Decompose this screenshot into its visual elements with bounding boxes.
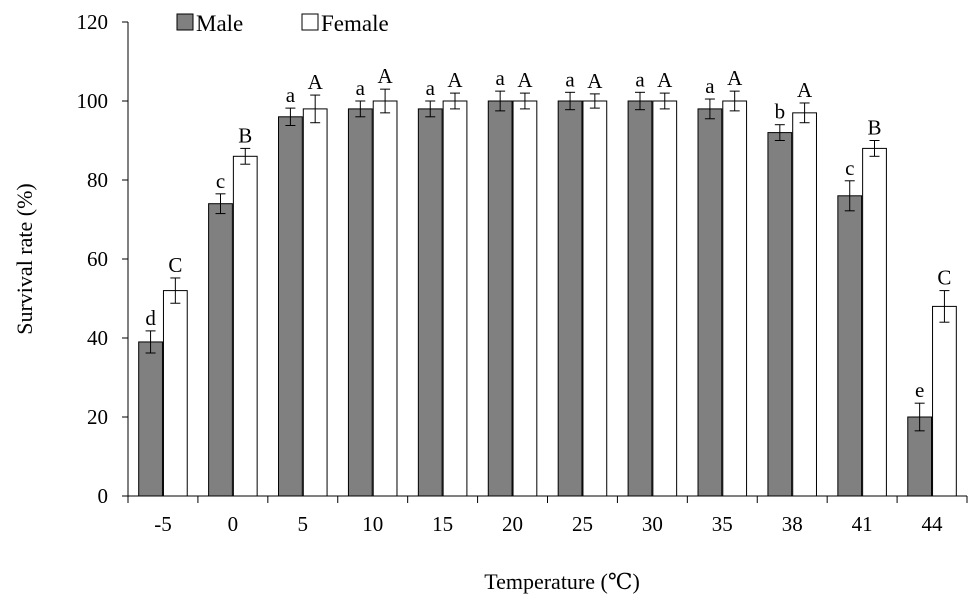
significance-label-female: C: [168, 253, 182, 277]
x-axis-ticks: -5 0 5 10 15 20 25 30 35 38 41 44: [127, 496, 968, 536]
significance-label-male: a: [426, 76, 436, 100]
y-tick-label: 40: [87, 326, 108, 350]
significance-label-male: e: [915, 378, 924, 402]
x-tick-label: 0: [228, 512, 239, 536]
y-tick-label: 20: [87, 405, 108, 429]
significance-label-female: A: [378, 64, 394, 88]
bar-female: [582, 100, 608, 497]
bar-female: [792, 112, 817, 497]
bar-male: [837, 195, 863, 497]
significance-label-female: A: [517, 68, 533, 92]
significance-label-male: a: [705, 74, 715, 98]
bar-female: [162, 290, 188, 497]
x-tick-label: 30: [642, 512, 663, 536]
x-tick-label: 38: [782, 512, 803, 536]
x-tick-label: 20: [502, 512, 523, 536]
bar-female: [652, 100, 678, 497]
significance-label-female: A: [587, 69, 603, 93]
legend-swatch-female: [301, 13, 319, 31]
bar-female: [512, 100, 538, 497]
significance-label-female: A: [657, 68, 673, 92]
x-axis-title: Temperature (℃): [484, 569, 640, 594]
y-axis-title: Survival rate (%): [12, 183, 37, 335]
bar-male: [347, 108, 373, 497]
significance-label-female: C: [937, 266, 951, 290]
significance-labels: d c a a a a a a a b c e C B A A A A A A A A B C: [145, 64, 951, 402]
x-tick-label: -5: [154, 512, 172, 536]
y-tick-label: 80: [87, 168, 108, 192]
bar-female: [932, 305, 957, 497]
bar-male: [697, 108, 723, 497]
bar-female: [442, 100, 468, 497]
significance-label-male: c: [845, 156, 854, 180]
bar-male: [278, 116, 303, 497]
significance-label-female: B: [868, 116, 882, 140]
x-tick-label: 15: [432, 512, 453, 536]
significance-label-female: A: [308, 70, 324, 94]
significance-label-male: a: [565, 67, 575, 91]
x-tick-label: 41: [852, 512, 873, 536]
significance-label-male: a: [495, 66, 505, 90]
bar-male: [627, 100, 653, 497]
bar-female: [302, 108, 328, 497]
significance-label-female: A: [797, 78, 813, 102]
significance-label-male: b: [775, 100, 786, 124]
bar-female: [862, 147, 887, 497]
y-tick-label: 120: [77, 10, 109, 34]
legend-label-female: Female: [321, 11, 389, 36]
significance-label-male: a: [286, 83, 296, 107]
legend-label-male: Male: [196, 11, 243, 36]
x-tick-label: 5: [298, 512, 309, 536]
significance-label-male: d: [145, 306, 156, 330]
bar-male: [138, 341, 163, 497]
bar-female: [372, 100, 398, 497]
bar-male: [767, 132, 793, 497]
y-tick-label: 100: [77, 89, 109, 113]
y-axis-ticks: 0 20 40 60 80 100 120: [77, 10, 128, 508]
significance-label-male: a: [356, 76, 366, 100]
bar-female: [722, 100, 748, 497]
y-tick-label: 0: [98, 484, 109, 508]
bars: [138, 100, 957, 497]
x-tick-label: 25: [572, 512, 593, 536]
bar-male: [417, 108, 443, 497]
error-bars: [145, 88, 950, 432]
significance-label-female: A: [447, 68, 463, 92]
legend: Male Female: [176, 11, 389, 36]
significance-label-male: c: [216, 169, 225, 193]
legend-swatch-male: [176, 13, 194, 31]
bar-male: [208, 203, 233, 497]
x-tick-label: 35: [712, 512, 733, 536]
bar-female: [232, 155, 258, 497]
significance-label-female: A: [727, 66, 743, 90]
y-tick-label: 60: [87, 247, 108, 271]
significance-label-female: B: [238, 123, 252, 147]
significance-label-male: a: [635, 67, 645, 91]
x-tick-label: 10: [362, 512, 383, 536]
bar-male: [557, 100, 583, 497]
x-tick-label: 44: [922, 512, 944, 536]
bar-male: [487, 100, 513, 497]
